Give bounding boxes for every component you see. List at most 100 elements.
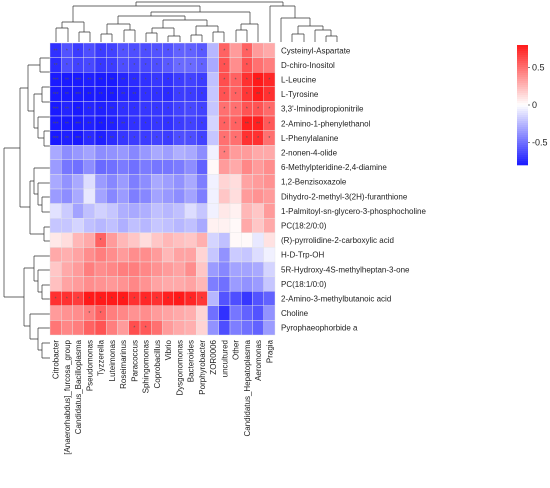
heat-cell <box>162 320 174 336</box>
column-label: Other <box>232 340 241 360</box>
significance-mark: ** <box>99 92 103 98</box>
significance-mark: * <box>122 107 124 113</box>
significance-mark: ** <box>110 92 114 98</box>
row-label: Dihydro-2-methyl-3(2H)-furanthione <box>281 192 408 201</box>
heat-cell <box>184 174 197 190</box>
significance-mark: * <box>133 107 135 113</box>
heat-cell <box>139 247 152 263</box>
heat-cell <box>229 247 242 263</box>
significance-mark: * <box>201 121 203 127</box>
heat-cell <box>72 174 84 190</box>
significance-mark: * <box>55 297 57 303</box>
legend-gradient-step <box>517 71 528 74</box>
significance-mark: * <box>88 63 90 69</box>
heat-cell <box>263 305 276 321</box>
significance-mark: * <box>145 63 147 69</box>
heat-cell <box>207 217 219 233</box>
heat-cell <box>173 188 186 204</box>
significance-mark: * <box>156 136 158 142</box>
row-label: D-chiro-Inositol <box>281 61 335 70</box>
heat-cell <box>173 203 186 219</box>
column-label: ZOR0006 <box>209 339 218 374</box>
heat-cell <box>94 144 107 160</box>
heat-cell <box>106 276 118 292</box>
heat-cell <box>83 203 96 219</box>
legend-gradient-step <box>517 107 528 110</box>
row-dendrogram <box>3 57 50 359</box>
heat-cell <box>151 217 163 233</box>
row-label: PC(18:1/0:0) <box>281 280 327 289</box>
heat-cell <box>184 247 197 263</box>
heat-cell <box>207 291 219 307</box>
significance-mark: * <box>156 48 158 54</box>
heat-cell <box>241 261 253 277</box>
heat-cell <box>151 305 163 321</box>
heat-cell <box>263 188 276 204</box>
heat-cell <box>128 174 141 190</box>
legend-gradient-step <box>517 103 528 106</box>
heat-cell <box>61 203 73 219</box>
legend-gradient-step <box>517 101 528 104</box>
significance-mark: * <box>66 63 68 69</box>
significance-mark: ** <box>99 107 103 113</box>
heat-cell <box>252 261 264 277</box>
heat-cell <box>162 188 174 204</box>
row-label: L-Leucine <box>281 76 317 85</box>
heat-cell <box>207 115 219 131</box>
heat-cell <box>61 159 73 175</box>
heat-cell <box>162 217 174 233</box>
significance-mark: * <box>111 48 113 54</box>
heat-cell <box>196 188 208 204</box>
legend-gradient-step <box>517 95 528 98</box>
significance-mark: *** <box>53 136 59 142</box>
legend-gradient-step <box>517 139 528 142</box>
heat-cell <box>72 232 84 248</box>
significance-mark: * <box>156 121 158 127</box>
significance-mark: ** <box>99 136 103 142</box>
heat-cell <box>128 188 141 204</box>
column-label: Bacteroides <box>187 340 196 382</box>
legend-gradient-step <box>517 145 528 148</box>
heat-cell <box>151 320 163 336</box>
heat-cell <box>106 320 118 336</box>
heat-cell <box>229 203 242 219</box>
legend-gradient-step <box>517 51 528 54</box>
significance-mark: ** <box>99 78 103 84</box>
legend-gradient-step <box>517 151 528 154</box>
significance-mark: * <box>145 326 147 332</box>
heat-cell <box>229 305 242 321</box>
row-label: Pyrophaeophorbide a <box>281 324 358 333</box>
row-label: (R)-pyrrolidine-2-carboxylic acid <box>281 236 394 245</box>
significance-mark: * <box>201 48 203 54</box>
heat-cell <box>61 174 73 190</box>
heat-cell <box>173 174 186 190</box>
significance-mark: * <box>190 121 192 127</box>
heat-cell <box>263 217 276 233</box>
significance-mark: * <box>178 297 180 303</box>
heat-cell <box>252 217 264 233</box>
legend-tick-label: 0.5 <box>532 63 545 73</box>
legend-gradient-step <box>517 97 528 100</box>
heat-cell <box>83 320 96 336</box>
legend-gradient-step <box>517 131 528 134</box>
heat-cell <box>83 261 96 277</box>
heat-cell <box>117 144 129 160</box>
heat-cell <box>173 247 186 263</box>
heat-cell <box>49 174 62 190</box>
heat-cell <box>128 144 141 160</box>
significance-mark: * <box>190 92 192 98</box>
heat-cell <box>162 203 174 219</box>
heat-cell <box>196 217 208 233</box>
heat-cell <box>151 174 163 190</box>
heat-cell <box>49 261 62 277</box>
significance-mark: * <box>178 107 180 113</box>
heat-cell <box>128 159 141 175</box>
legend-gradient-step <box>517 125 528 128</box>
significance-mark: * <box>100 63 102 69</box>
significance-mark: ** <box>245 121 249 127</box>
heat-cell <box>229 320 242 336</box>
heat-cell <box>252 291 264 307</box>
heat-cell <box>61 276 73 292</box>
heatmap-cells: ** * * * * * * * * * * * * * * *** * * * * * * * * * * * * * * **** ** *… <box>49 42 276 336</box>
significance-mark: * <box>246 63 248 69</box>
